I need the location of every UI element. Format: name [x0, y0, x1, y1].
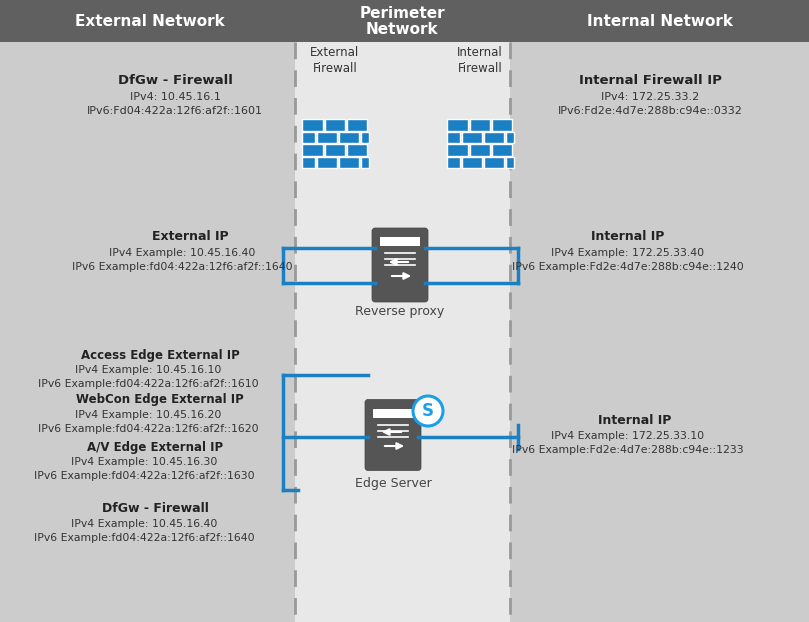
FancyBboxPatch shape: [339, 157, 359, 168]
FancyBboxPatch shape: [447, 119, 468, 131]
FancyBboxPatch shape: [492, 144, 512, 156]
Text: External
Firewall: External Firewall: [311, 45, 360, 75]
Text: IPv4 Example: 10.45.16.20: IPv4 Example: 10.45.16.20: [74, 410, 221, 420]
Bar: [380, 237, 420, 246]
Text: Internal
Firewall: Internal Firewall: [457, 45, 503, 75]
Text: WebCon Edge External IP: WebCon Edge External IP: [76, 394, 244, 407]
Text: IPv4 Example: 10.45.16.30: IPv4 Example: 10.45.16.30: [71, 457, 217, 467]
FancyBboxPatch shape: [339, 132, 359, 143]
Text: IPv6:Fd04:422a:12f6:af2f::1601: IPv6:Fd04:422a:12f6:af2f::1601: [87, 106, 263, 116]
Text: External Network: External Network: [75, 14, 225, 29]
Text: IPv4 Example: 10.45.16.40: IPv4 Example: 10.45.16.40: [71, 519, 217, 529]
Text: IPv4 Example: 10.45.16.10: IPv4 Example: 10.45.16.10: [74, 365, 221, 375]
Text: DfGw - Firewall: DfGw - Firewall: [102, 501, 209, 514]
Text: IPv6 Example:fd04:422a:12f6:af2f::1640: IPv6 Example:fd04:422a:12f6:af2f::1640: [72, 262, 292, 272]
Text: Access Edge External IP: Access Edge External IP: [81, 348, 239, 361]
Text: IPv4: 10.45.16.1: IPv4: 10.45.16.1: [129, 92, 220, 102]
Text: IPv6:Fd2e:4d7e:288b:c94e::0332: IPv6:Fd2e:4d7e:288b:c94e::0332: [557, 106, 743, 116]
FancyBboxPatch shape: [362, 132, 370, 143]
Text: Reverse proxy: Reverse proxy: [355, 305, 445, 318]
FancyBboxPatch shape: [470, 119, 490, 131]
Text: IPv6 Example:fd04:422a:12f6:af2f::1610: IPv6 Example:fd04:422a:12f6:af2f::1610: [38, 379, 258, 389]
Text: IPv4 Example: 172.25.33.40: IPv4 Example: 172.25.33.40: [552, 248, 705, 258]
Text: Internal Network: Internal Network: [587, 14, 733, 29]
FancyBboxPatch shape: [470, 144, 490, 156]
FancyBboxPatch shape: [506, 132, 515, 143]
FancyBboxPatch shape: [303, 157, 315, 168]
FancyBboxPatch shape: [492, 119, 512, 131]
Text: Network: Network: [366, 22, 438, 37]
FancyBboxPatch shape: [347, 144, 367, 156]
Bar: [295, 42, 510, 622]
Text: Internal IP: Internal IP: [591, 231, 665, 243]
FancyBboxPatch shape: [447, 132, 460, 143]
FancyBboxPatch shape: [324, 144, 345, 156]
FancyBboxPatch shape: [324, 119, 345, 131]
FancyBboxPatch shape: [365, 399, 421, 470]
Text: IPv6 Example:Fd2e:4d7e:288b:c94e::1240: IPv6 Example:Fd2e:4d7e:288b:c94e::1240: [512, 262, 743, 272]
FancyBboxPatch shape: [362, 157, 370, 168]
Text: Internal IP: Internal IP: [599, 414, 671, 427]
Text: IPv4: 172.25.33.2: IPv4: 172.25.33.2: [601, 92, 699, 102]
Text: IPv6 Example:fd04:422a:12f6:af2f::1630: IPv6 Example:fd04:422a:12f6:af2f::1630: [34, 471, 254, 481]
Text: IPv4 Example: 172.25.33.10: IPv4 Example: 172.25.33.10: [552, 431, 705, 441]
FancyBboxPatch shape: [316, 157, 337, 168]
FancyBboxPatch shape: [462, 132, 482, 143]
FancyBboxPatch shape: [447, 144, 468, 156]
Text: IPv6 Example:fd04:422a:12f6:af2f::1640: IPv6 Example:fd04:422a:12f6:af2f::1640: [34, 533, 254, 543]
Bar: [0, 0, 809, 42]
FancyBboxPatch shape: [316, 132, 337, 143]
Circle shape: [413, 396, 443, 426]
FancyBboxPatch shape: [484, 132, 504, 143]
FancyBboxPatch shape: [462, 157, 482, 168]
Text: A/V Edge External IP: A/V Edge External IP: [87, 440, 223, 453]
FancyBboxPatch shape: [303, 144, 323, 156]
FancyBboxPatch shape: [347, 119, 367, 131]
Text: IPv6 Example:Fd2e:4d7e:288b:c94e::1233: IPv6 Example:Fd2e:4d7e:288b:c94e::1233: [512, 445, 743, 455]
FancyBboxPatch shape: [484, 157, 504, 168]
FancyBboxPatch shape: [372, 228, 428, 302]
Text: DfGw - Firewall: DfGw - Firewall: [117, 73, 232, 86]
Bar: [373, 409, 413, 417]
Text: S: S: [422, 402, 434, 420]
FancyBboxPatch shape: [506, 157, 515, 168]
FancyBboxPatch shape: [447, 157, 460, 168]
FancyBboxPatch shape: [303, 119, 323, 131]
Text: IPv4 Example: 10.45.16.40: IPv4 Example: 10.45.16.40: [109, 248, 255, 258]
FancyBboxPatch shape: [303, 132, 315, 143]
Text: IPv6 Example:fd04:422a:12f6:af2f::1620: IPv6 Example:fd04:422a:12f6:af2f::1620: [38, 424, 258, 434]
Text: Internal Firewall IP: Internal Firewall IP: [578, 73, 722, 86]
Text: External IP: External IP: [151, 231, 228, 243]
Text: Perimeter: Perimeter: [359, 6, 445, 22]
Text: Edge Server: Edge Server: [354, 478, 431, 491]
